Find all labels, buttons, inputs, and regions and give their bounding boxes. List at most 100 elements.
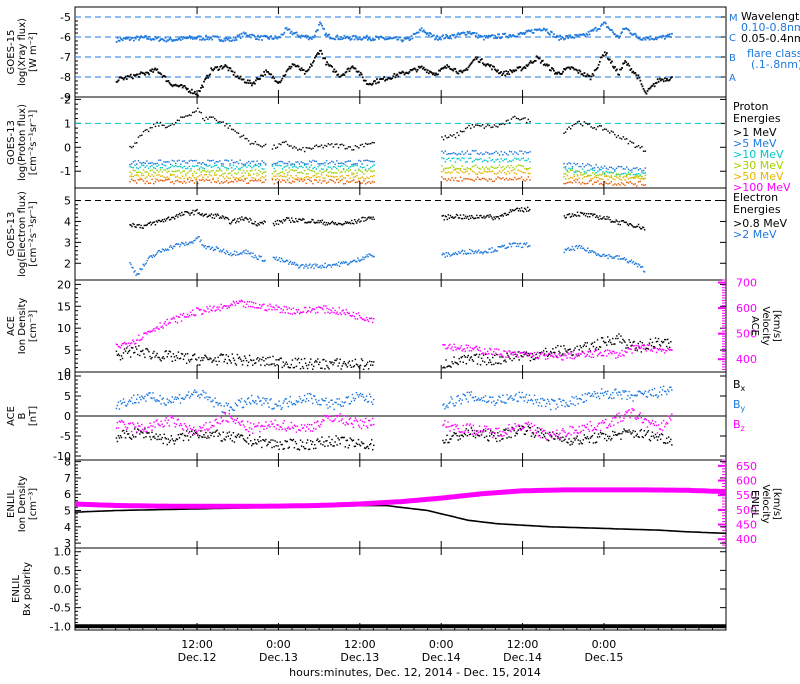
data-point bbox=[372, 176, 373, 177]
data-point bbox=[185, 168, 186, 169]
data-point bbox=[212, 307, 213, 308]
data-point bbox=[480, 215, 481, 216]
data-point bbox=[136, 174, 137, 175]
data-point bbox=[246, 253, 247, 254]
data-point bbox=[331, 439, 332, 440]
data-point bbox=[616, 176, 617, 177]
data-point bbox=[261, 359, 262, 360]
data-point bbox=[520, 243, 521, 244]
data-point bbox=[354, 316, 355, 317]
data-point bbox=[641, 184, 642, 185]
data-point bbox=[164, 323, 165, 324]
data-point bbox=[297, 311, 298, 312]
data-point bbox=[485, 179, 486, 180]
data-point bbox=[649, 344, 650, 345]
data-point bbox=[241, 176, 242, 177]
data-point bbox=[312, 264, 313, 265]
data-point bbox=[131, 147, 132, 148]
data-point bbox=[231, 167, 232, 168]
data-point bbox=[666, 78, 668, 80]
data-point bbox=[444, 37, 446, 39]
data-point bbox=[258, 166, 259, 167]
data-point bbox=[517, 35, 519, 37]
data-point bbox=[572, 168, 573, 169]
data-point bbox=[312, 369, 313, 370]
data-point bbox=[168, 171, 169, 172]
data-point bbox=[134, 352, 135, 353]
data-point bbox=[346, 181, 347, 182]
data-point bbox=[579, 355, 580, 356]
data-point bbox=[589, 164, 590, 165]
data-point bbox=[596, 182, 597, 183]
data-point bbox=[331, 161, 332, 162]
data-point bbox=[635, 72, 637, 74]
data-point bbox=[195, 165, 196, 166]
data-point bbox=[465, 216, 466, 217]
data-point bbox=[275, 147, 276, 148]
data-point bbox=[516, 118, 517, 119]
data-point bbox=[470, 179, 471, 180]
data-point bbox=[448, 167, 449, 168]
data-point bbox=[283, 309, 284, 310]
data-point bbox=[562, 37, 564, 39]
data-point bbox=[172, 160, 173, 161]
data-point bbox=[585, 171, 586, 172]
data-point bbox=[479, 61, 481, 63]
data-point bbox=[138, 76, 140, 78]
data-point bbox=[465, 152, 466, 153]
data-point bbox=[474, 59, 476, 61]
data-point bbox=[641, 172, 642, 173]
data-point bbox=[572, 182, 573, 183]
data-point bbox=[370, 183, 371, 184]
data-point bbox=[528, 176, 529, 177]
data-point bbox=[612, 184, 613, 185]
data-point bbox=[665, 339, 666, 340]
data-point bbox=[334, 166, 335, 167]
data-point bbox=[616, 137, 617, 138]
data-point bbox=[608, 254, 609, 255]
data-point bbox=[565, 173, 566, 174]
data-point bbox=[241, 136, 242, 137]
data-point bbox=[473, 165, 474, 166]
data-point bbox=[324, 34, 326, 36]
data-point bbox=[158, 160, 159, 161]
data-point bbox=[633, 345, 634, 346]
data-point bbox=[208, 311, 209, 312]
data-point bbox=[306, 266, 307, 267]
data-point bbox=[638, 181, 639, 182]
data-point bbox=[584, 171, 585, 172]
data-point bbox=[139, 135, 140, 136]
data-point bbox=[326, 61, 328, 63]
data-point bbox=[614, 34, 616, 36]
data-point bbox=[356, 165, 357, 166]
data-point bbox=[327, 367, 328, 368]
data-point bbox=[324, 368, 325, 369]
data-point bbox=[514, 151, 515, 152]
data-point bbox=[348, 68, 350, 70]
data-point bbox=[482, 62, 484, 64]
data-point bbox=[245, 172, 246, 173]
data-point bbox=[326, 174, 327, 175]
data-point bbox=[154, 330, 155, 331]
data-point bbox=[446, 180, 447, 181]
data-point bbox=[482, 161, 483, 162]
data-point bbox=[257, 357, 258, 358]
data-point bbox=[155, 181, 156, 182]
data-point bbox=[472, 150, 473, 151]
data-point bbox=[641, 178, 642, 179]
data-point bbox=[134, 428, 135, 429]
data-point bbox=[329, 171, 330, 172]
data-point bbox=[455, 137, 456, 138]
data-point bbox=[528, 64, 530, 66]
data-point bbox=[485, 171, 486, 172]
data-point bbox=[328, 181, 329, 182]
data-point bbox=[583, 439, 584, 440]
data-point bbox=[595, 217, 596, 218]
data-point bbox=[497, 152, 498, 153]
data-point bbox=[240, 37, 242, 39]
data-point bbox=[574, 250, 575, 251]
data-point bbox=[623, 183, 624, 184]
data-point bbox=[489, 125, 490, 126]
data-point bbox=[318, 364, 319, 365]
data-point bbox=[487, 357, 488, 358]
